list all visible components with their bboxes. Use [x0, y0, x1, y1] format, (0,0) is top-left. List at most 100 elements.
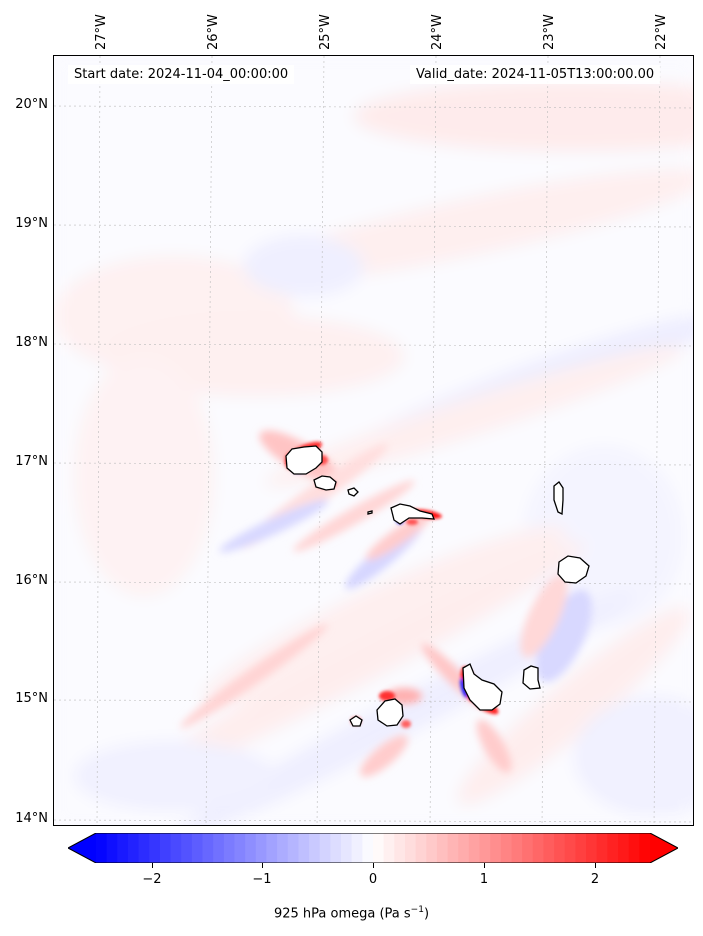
- island-boa-vista: [557, 555, 590, 584]
- island-sao-nicolau: [390, 503, 435, 525]
- colorbar: [68, 833, 678, 863]
- colorbar-bin: [298, 833, 310, 863]
- island-sao-vicente: [313, 475, 337, 491]
- colorbar-bin: [287, 833, 300, 863]
- cb-tickmark-1: [484, 863, 485, 868]
- lat-tick-18n: 18°N: [15, 335, 48, 350]
- colorbar-bin: [479, 833, 491, 863]
- colorbar-bin: [639, 833, 651, 863]
- island-fogo: [376, 698, 404, 727]
- colorbar-bin: [500, 833, 513, 863]
- lat-tick-14n: 14°N: [15, 811, 48, 826]
- colorbar-bin: [575, 833, 587, 863]
- colorbar-bin: [383, 833, 395, 863]
- field-background: [54, 56, 693, 825]
- cb-tickmark-0: [373, 863, 374, 868]
- map-panel: Start date: 2024-11-04_00:00:00 Valid_da…: [53, 55, 694, 826]
- gridlines: [54, 56, 693, 825]
- lat-tick-15n: 15°N: [15, 691, 48, 706]
- colorbar-bin: [468, 833, 481, 863]
- lat-tick-20n: 20°N: [15, 97, 48, 112]
- colorbar-bin: [564, 833, 577, 863]
- colorbar-bin: [607, 833, 619, 863]
- colorbar-bin: [341, 833, 353, 863]
- island-outlines: [285, 445, 590, 727]
- start-date-label: Start date: 2024-11-04_00:00:00: [68, 65, 295, 84]
- colorbar-bin: [213, 833, 225, 863]
- cb-tickmark-neg2: [152, 863, 153, 868]
- colorbar-bin: [277, 833, 289, 863]
- colorbar-bin: [447, 833, 459, 863]
- colorbar-bin: [628, 833, 640, 863]
- colorbar-bin: [586, 833, 598, 863]
- lon-tick-22w: 22°W: [654, 14, 669, 50]
- colorbar-bin: [596, 833, 608, 863]
- island-santiago: [462, 663, 503, 711]
- colorbar-bin: [191, 833, 204, 863]
- omega-field-map: [54, 56, 693, 825]
- cb-tick-neg1: −1: [252, 872, 272, 887]
- island-raso: [367, 510, 373, 515]
- colorbar-bin: [522, 833, 534, 863]
- cb-tickmark-2: [595, 863, 596, 868]
- colorbar-bin: [181, 833, 193, 863]
- cb-tick-2: 2: [590, 872, 600, 887]
- colorbar-bin: [117, 833, 129, 863]
- colorbar-bin: [415, 833, 427, 863]
- colorbar-bin: [351, 833, 363, 863]
- cb-tick-0: 0: [368, 872, 378, 887]
- colorbar-label: 925 hPa omega (Pa s−1): [0, 905, 703, 921]
- lon-tick-23w: 23°W: [542, 14, 557, 50]
- lon-tick-26w: 26°W: [206, 14, 221, 50]
- colorbar-bin: [202, 833, 214, 863]
- island-sal: [553, 481, 564, 516]
- colorbar-label-main: 925 hPa omega (Pa s: [273, 906, 411, 922]
- colorbar-bin: [458, 833, 470, 863]
- colorbar-bin: [138, 833, 150, 863]
- colorbar-bin: [362, 833, 374, 863]
- colorbar-extend-min: [68, 833, 96, 863]
- colorbar-bin: [234, 833, 246, 863]
- valid-date-label: Valid_date: 2024-11-05T13:00:00.00: [410, 65, 661, 84]
- colorbar-bin: [373, 833, 385, 863]
- island-santo-antao: [285, 445, 323, 475]
- lon-tick-25w: 25°W: [318, 14, 333, 50]
- cb-tick-neg2: −2: [142, 872, 162, 887]
- colorbar-bin: [394, 833, 406, 863]
- colorbar-bin: [309, 833, 321, 863]
- colorbar-bin: [223, 833, 236, 863]
- lat-tick-16n: 16°N: [15, 573, 48, 588]
- colorbar-bin: [96, 833, 108, 863]
- lon-tick-27w: 27°W: [94, 14, 109, 50]
- colorbar-bin: [436, 833, 449, 863]
- cb-tick-1: 1: [479, 872, 489, 887]
- lat-tick-17n: 17°N: [15, 454, 48, 469]
- colorbar-bin: [106, 833, 118, 863]
- colorbar-bin: [255, 833, 268, 863]
- lon-tick-24w: 24°W: [430, 14, 445, 50]
- colorbar-bin: [159, 833, 172, 863]
- island-brava: [349, 715, 363, 727]
- colorbar-bin: [532, 833, 545, 863]
- colorbar-bin: [404, 833, 417, 863]
- colorbar-bin: [266, 833, 278, 863]
- colorbar-bin: [511, 833, 523, 863]
- colorbar-bin: [330, 833, 342, 863]
- colorbar-bin: [127, 833, 140, 863]
- colorbar-bin: [554, 833, 566, 863]
- cb-tickmark-neg1: [262, 863, 263, 868]
- colorbar-bin: [426, 833, 438, 863]
- colorbar-bin: [170, 833, 182, 863]
- colorbar-bin: [490, 833, 502, 863]
- colorbar-extend-max: [650, 833, 678, 863]
- colorbar-label-close: ): [423, 906, 430, 922]
- colorbar-bin: [543, 833, 555, 863]
- colorbar-label-exponent: −1: [410, 905, 424, 915]
- colorbar-bin: [245, 833, 257, 863]
- colorbar-bin: [149, 833, 161, 863]
- island-santa-luzia: [347, 487, 359, 497]
- colorbar-bin: [618, 833, 630, 863]
- island-maio: [522, 665, 541, 690]
- lat-tick-19n: 19°N: [15, 216, 48, 231]
- colorbar-bin: [319, 833, 331, 863]
